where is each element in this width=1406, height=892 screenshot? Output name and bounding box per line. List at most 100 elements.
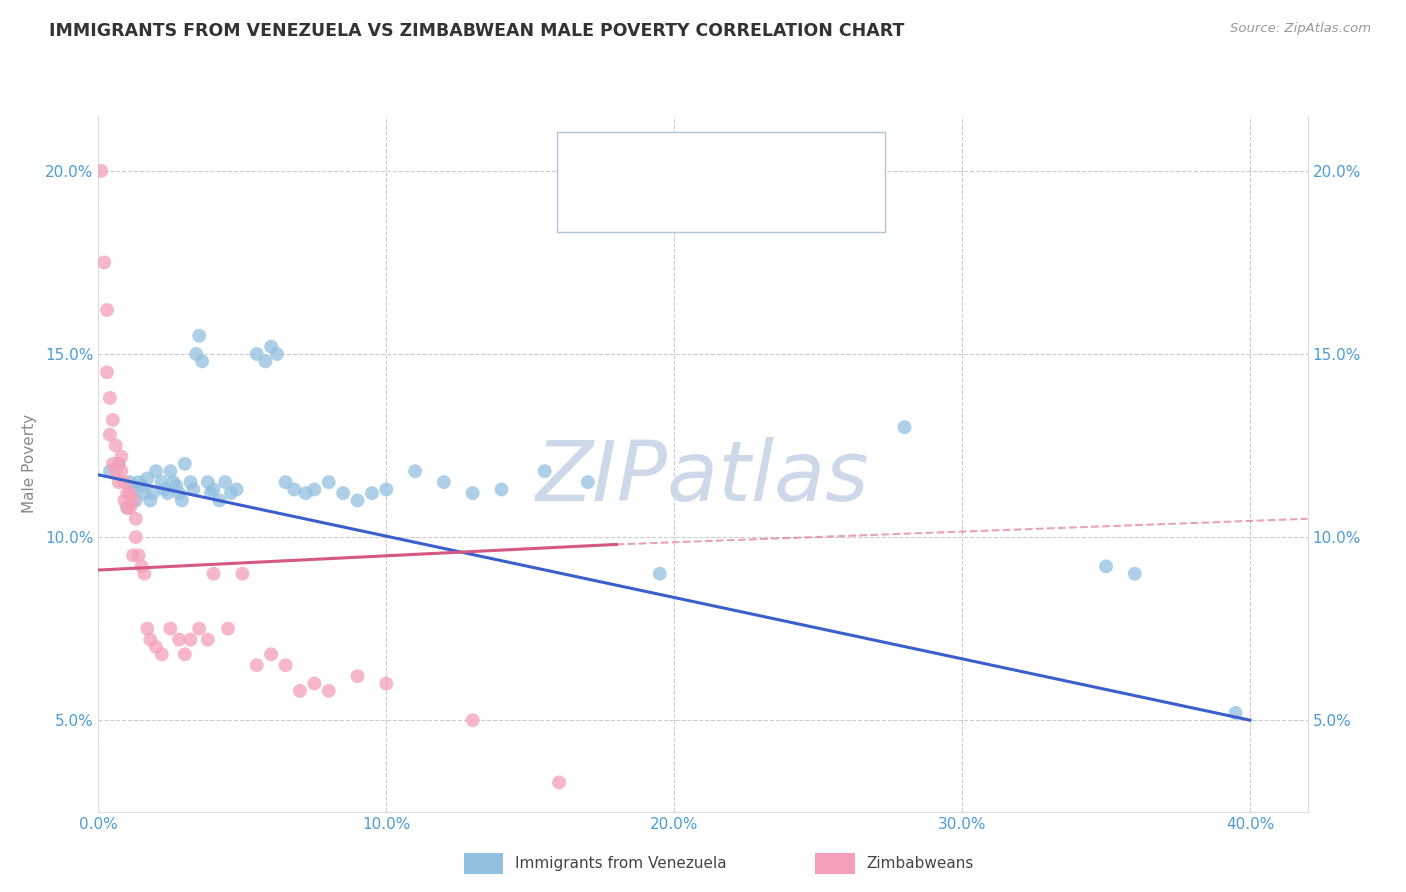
Point: [648, 566, 671, 581]
Point: [1123, 566, 1146, 581]
Point: [96, 303, 118, 318]
Point: [145, 464, 167, 478]
Point: [110, 464, 132, 478]
Point: [246, 658, 269, 673]
Point: [375, 483, 398, 497]
Point: [225, 483, 247, 497]
Point: [122, 493, 145, 508]
Point: [548, 775, 571, 789]
Point: [266, 347, 288, 361]
Point: [120, 475, 142, 490]
Point: [274, 475, 297, 490]
Text: Source: ZipAtlas.com: Source: ZipAtlas.com: [1230, 22, 1371, 36]
Point: [112, 475, 135, 490]
Point: [318, 684, 340, 698]
Point: [153, 483, 176, 497]
Point: [231, 566, 253, 581]
Point: [110, 450, 132, 464]
Point: [101, 413, 124, 427]
Point: [159, 622, 181, 636]
Point: [219, 486, 242, 500]
Point: [461, 486, 484, 500]
Point: [107, 475, 129, 490]
Point: [346, 669, 368, 683]
Text: Immigrants from Venezuela: Immigrants from Venezuela: [515, 856, 727, 871]
Point: [404, 464, 426, 478]
Point: [200, 486, 222, 500]
Point: [131, 479, 153, 493]
Point: [180, 632, 202, 647]
Point: [183, 483, 205, 497]
Point: [96, 365, 118, 379]
Point: [156, 486, 179, 500]
Point: [361, 486, 384, 500]
Point: [214, 475, 236, 490]
Point: [104, 464, 127, 478]
Point: [167, 632, 190, 647]
Point: [159, 464, 181, 478]
Point: [122, 483, 145, 497]
Point: [491, 483, 513, 497]
Point: [150, 475, 173, 490]
Point: [165, 479, 187, 493]
Point: [318, 475, 340, 490]
Point: [202, 483, 225, 497]
Point: [125, 512, 148, 526]
Text: R = -0.410   N = 58: R = -0.410 N = 58: [626, 160, 815, 178]
Text: IMMIGRANTS FROM VENEZUELA VS ZIMBABWEAN MALE POVERTY CORRELATION CHART: IMMIGRANTS FROM VENEZUELA VS ZIMBABWEAN …: [49, 22, 904, 40]
Point: [98, 391, 121, 405]
Point: [461, 713, 484, 727]
Point: [254, 354, 277, 368]
Point: [93, 255, 115, 269]
Point: [288, 684, 311, 698]
Point: [533, 464, 555, 478]
Point: [128, 549, 150, 563]
Text: Zimbabweans: Zimbabweans: [866, 856, 973, 871]
Point: [188, 328, 211, 343]
Point: [115, 486, 138, 500]
Point: [150, 647, 173, 661]
Point: [139, 632, 162, 647]
Y-axis label: Male Poverty: Male Poverty: [22, 414, 37, 514]
Point: [120, 486, 142, 500]
Point: [142, 486, 165, 500]
Point: [112, 493, 135, 508]
Point: [173, 647, 195, 661]
Point: [136, 622, 159, 636]
Point: [128, 475, 150, 490]
Point: [134, 566, 156, 581]
Point: [101, 457, 124, 471]
Point: [167, 486, 190, 500]
Point: [274, 658, 297, 673]
Point: [191, 354, 214, 368]
Point: [197, 475, 219, 490]
Point: [134, 486, 156, 500]
Point: [1095, 559, 1118, 574]
Point: [115, 500, 138, 515]
Point: [188, 622, 211, 636]
Point: [346, 493, 368, 508]
Point: [260, 340, 283, 354]
Text: ZIPatlas: ZIPatlas: [536, 437, 870, 518]
Point: [246, 347, 269, 361]
Point: [107, 457, 129, 471]
Point: [139, 493, 162, 508]
Point: [294, 486, 316, 500]
Point: [125, 530, 148, 544]
Point: [375, 676, 398, 690]
Point: [576, 475, 599, 490]
Point: [180, 475, 202, 490]
Point: [304, 483, 326, 497]
Point: [283, 483, 305, 497]
Point: [202, 566, 225, 581]
Point: [131, 559, 153, 574]
Point: [120, 500, 142, 515]
Point: [98, 427, 121, 442]
Point: [260, 647, 283, 661]
Point: [122, 549, 145, 563]
Point: [107, 457, 129, 471]
Point: [104, 438, 127, 452]
Point: [332, 486, 354, 500]
Point: [208, 493, 231, 508]
Point: [304, 676, 326, 690]
